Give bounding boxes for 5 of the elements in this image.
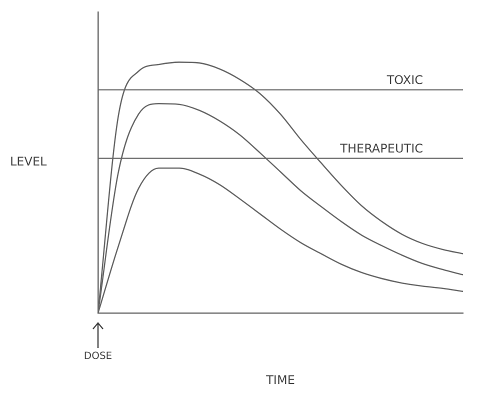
- y-axis-title: LEVEL: [10, 154, 48, 169]
- ref-line-label: THERAPEUTIC: [339, 141, 423, 156]
- ref-line-label: TOXIC: [386, 72, 423, 87]
- text: DOSE: [84, 350, 112, 362]
- x-axis-title: TIME: [265, 372, 295, 387]
